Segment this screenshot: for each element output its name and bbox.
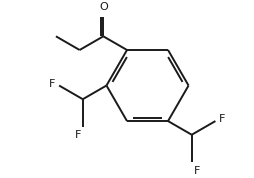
Text: F: F: [74, 130, 81, 140]
Text: F: F: [219, 114, 226, 124]
Text: F: F: [194, 166, 200, 176]
Text: O: O: [99, 2, 108, 12]
Text: F: F: [49, 78, 55, 89]
